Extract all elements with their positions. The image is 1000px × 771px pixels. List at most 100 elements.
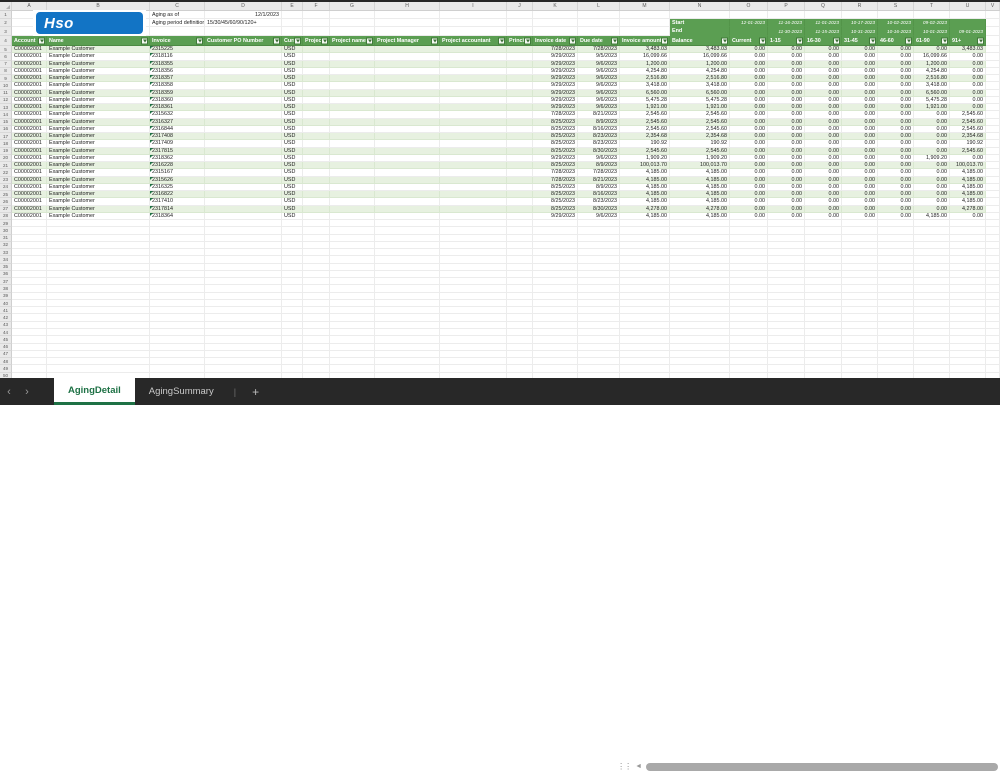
cell[interactable]: 0.00: [805, 46, 842, 54]
cell[interactable]: [303, 205, 330, 213]
cell[interactable]: 0.00: [805, 212, 842, 220]
empty-cell[interactable]: [878, 256, 914, 264]
empty-cell[interactable]: [330, 328, 375, 337]
cell[interactable]: 0.00: [805, 140, 842, 148]
empty-cell[interactable]: [533, 299, 578, 308]
cell[interactable]: 0.00: [730, 60, 768, 68]
cell[interactable]: [303, 133, 330, 141]
empty-cell[interactable]: [842, 270, 878, 279]
cell[interactable]: [375, 104, 440, 112]
empty-cell[interactable]: [768, 314, 805, 322]
add-sheet-button[interactable]: +: [252, 384, 260, 399]
empty-cell[interactable]: [620, 358, 670, 366]
cell[interactable]: [205, 140, 282, 148]
cell[interactable]: 0.00: [878, 176, 914, 184]
empty-cell[interactable]: [330, 227, 375, 235]
empty-cell[interactable]: [578, 328, 620, 337]
cell[interactable]: USD: [282, 212, 303, 220]
empty-cell[interactable]: [507, 234, 533, 242]
empty-cell[interactable]: [330, 270, 375, 279]
empty-cell[interactable]: [507, 292, 533, 300]
cell[interactable]: [205, 183, 282, 191]
cell[interactable]: USD: [282, 147, 303, 155]
cell[interactable]: 2318362: [150, 154, 205, 162]
cell[interactable]: [303, 191, 330, 199]
empty-cell[interactable]: [533, 256, 578, 264]
empty-cell[interactable]: [47, 321, 150, 329]
empty-cell[interactable]: [440, 234, 507, 242]
cell[interactable]: 0.00: [842, 118, 878, 126]
cell[interactable]: 0.00: [805, 82, 842, 90]
cell[interactable]: 8/16/2023: [578, 125, 620, 133]
empty-cell[interactable]: [730, 336, 768, 344]
empty-cell[interactable]: [205, 220, 282, 228]
empty-cell[interactable]: [986, 53, 1000, 61]
cell[interactable]: [205, 82, 282, 90]
empty-cell[interactable]: [730, 350, 768, 359]
cell[interactable]: 0.00: [878, 82, 914, 90]
cell[interactable]: 0.00: [950, 104, 986, 112]
empty-cell[interactable]: [768, 285, 805, 293]
cell[interactable]: C00002001: [12, 198, 47, 206]
cell[interactable]: [375, 133, 440, 141]
cell[interactable]: 2318364: [150, 212, 205, 220]
cell[interactable]: 0.00: [914, 133, 950, 141]
cell[interactable]: 7/28/2023: [533, 111, 578, 119]
row-number[interactable]: 49: [0, 365, 12, 373]
cell[interactable]: [303, 154, 330, 162]
empty-cell[interactable]: [303, 227, 330, 235]
cell[interactable]: [440, 75, 507, 83]
cell[interactable]: [205, 176, 282, 184]
cell[interactable]: 2,545.60: [950, 111, 986, 119]
empty-cell[interactable]: [670, 234, 730, 242]
column-header-project-name[interactable]: Project name: [330, 36, 375, 46]
empty-cell[interactable]: [842, 328, 878, 337]
empty-cell[interactable]: [533, 11, 578, 19]
empty-cell[interactable]: [620, 350, 670, 359]
row-number[interactable]: 29: [0, 220, 12, 228]
empty-cell[interactable]: [768, 358, 805, 366]
cell[interactable]: 0.00: [768, 169, 805, 177]
empty-cell[interactable]: [768, 350, 805, 359]
cell[interactable]: [205, 67, 282, 75]
tab-aging-summary[interactable]: AgingSummary: [148, 386, 214, 397]
filter-dropdown-icon[interactable]: [524, 37, 531, 44]
empty-cell[interactable]: [282, 234, 303, 242]
empty-cell[interactable]: [533, 227, 578, 235]
empty-cell[interactable]: [620, 241, 670, 250]
empty-cell[interactable]: [986, 75, 1000, 83]
cell[interactable]: 2,545.60: [670, 125, 730, 133]
cell[interactable]: 1,200.00: [670, 60, 730, 68]
cell[interactable]: [507, 198, 533, 206]
empty-cell[interactable]: [620, 220, 670, 228]
cell[interactable]: 4,185.00: [950, 169, 986, 177]
empty-cell[interactable]: [950, 358, 986, 366]
empty-cell[interactable]: [730, 285, 768, 293]
empty-cell[interactable]: [878, 292, 914, 300]
cell[interactable]: 4,185.00: [950, 191, 986, 199]
column-header-31-45[interactable]: 31-45: [842, 36, 878, 46]
empty-cell[interactable]: [533, 321, 578, 329]
empty-cell[interactable]: [914, 241, 950, 250]
empty-cell[interactable]: [986, 256, 1000, 264]
empty-cell[interactable]: [507, 241, 533, 250]
cell[interactable]: [330, 191, 375, 199]
empty-cell[interactable]: [620, 270, 670, 279]
cell[interactable]: [440, 67, 507, 75]
cell[interactable]: C00002001: [12, 60, 47, 68]
empty-cell[interactable]: [950, 292, 986, 300]
empty-cell[interactable]: [878, 227, 914, 235]
empty-cell[interactable]: [842, 336, 878, 344]
select-all-corner[interactable]: [0, 2, 12, 10]
cell[interactable]: 0.00: [768, 154, 805, 162]
cell[interactable]: 0.00: [768, 198, 805, 206]
empty-cell[interactable]: [950, 343, 986, 351]
cell[interactable]: [330, 104, 375, 112]
cell[interactable]: 2,516.80: [670, 75, 730, 83]
empty-cell[interactable]: [205, 227, 282, 235]
cell[interactable]: 0.00: [730, 89, 768, 97]
row-number[interactable]: 31: [0, 234, 12, 242]
empty-cell[interactable]: [282, 256, 303, 264]
empty-cell[interactable]: [950, 249, 986, 257]
cell[interactable]: [205, 212, 282, 220]
